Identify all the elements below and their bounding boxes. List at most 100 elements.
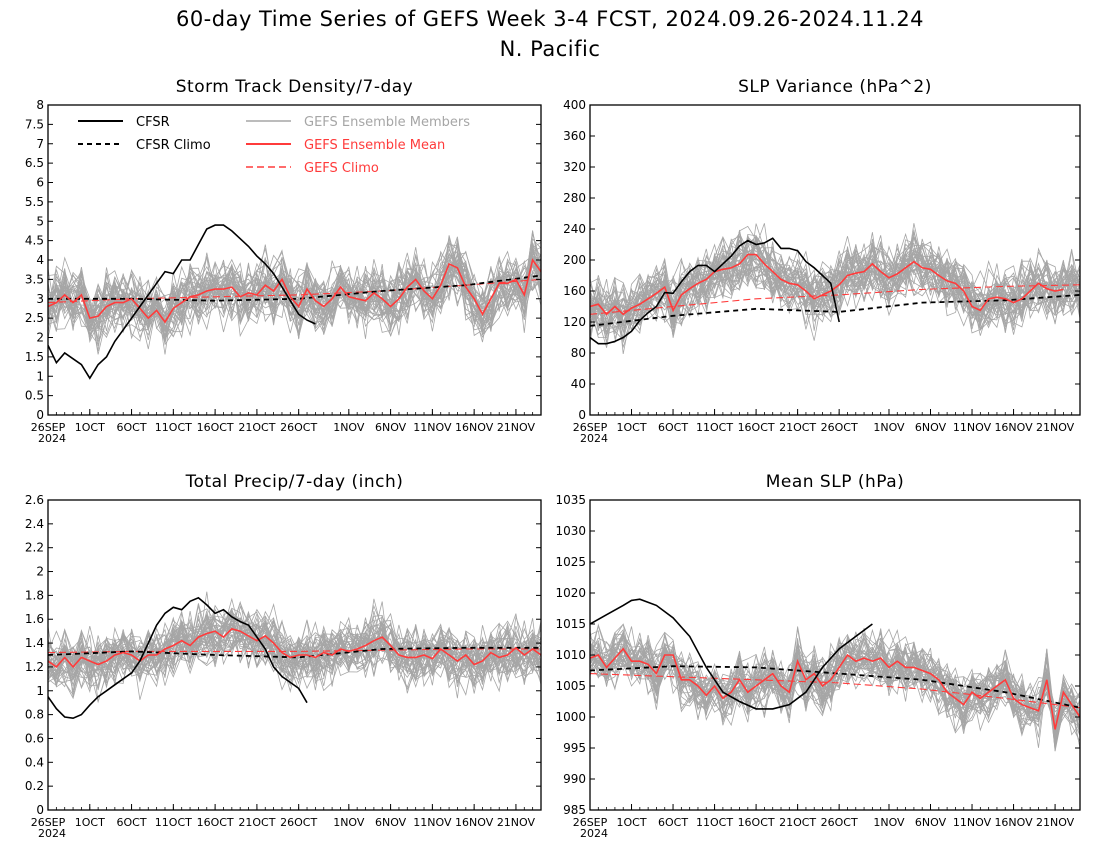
x-tick-label: 16OCT [738, 421, 775, 434]
y-tick-label: 2 [36, 331, 44, 345]
y-tick-label: 1035 [555, 493, 586, 507]
x-tick-label: 11OCT [696, 421, 733, 434]
y-tick-label: 985 [563, 803, 586, 817]
y-tick-label: 4 [36, 253, 44, 267]
panel-title: Mean SLP (hPa) [766, 472, 905, 492]
x-tick-label: 11OCT [696, 816, 733, 829]
x-tick-label: 1NOV [873, 816, 905, 829]
y-tick-label: 1.2 [25, 660, 44, 674]
x-tick-label: 16OCT [197, 816, 234, 829]
y-tick-label: 8 [36, 98, 44, 112]
legend-label-gefs-climo: GEFS Climo [304, 161, 379, 176]
x-tick-label: 11NOV [413, 421, 452, 434]
y-tick-label: 0.2 [25, 779, 44, 793]
x-tick-label: 11NOV [953, 421, 992, 434]
x-tick-label: 6OCT [117, 421, 147, 434]
x-tick-label: 26SEP [573, 421, 608, 434]
y-tick-label: 280 [563, 191, 586, 205]
y-tick-label: 1 [36, 684, 44, 698]
x-tick-label: 21OCT [779, 421, 816, 434]
y-tick-label: 1020 [555, 586, 586, 600]
y-tick-label: 4.5 [25, 234, 44, 248]
ensemble-member-line [590, 635, 1080, 747]
y-tick-label: 1000 [555, 710, 586, 724]
ensemble-member-line [590, 239, 1080, 334]
series-cfsr [48, 596, 308, 720]
x-tick-label: 21OCT [238, 421, 275, 434]
x-tick-label: 6NOV [915, 421, 947, 434]
x-tick-label: 16NOV [455, 421, 494, 434]
y-tick-label: 120 [563, 315, 586, 329]
y-tick-label: 0.5 [25, 389, 44, 403]
x-tick-label: 16NOV [994, 816, 1033, 829]
ensemble-member-line [48, 615, 541, 685]
panel-title: Storm Track Density/7-day [176, 77, 413, 97]
y-tick-label: 40 [571, 377, 586, 391]
series-gefs-climo [590, 673, 1080, 709]
y-tick-label: 6 [36, 176, 44, 190]
y-tick-label: 0 [36, 408, 44, 422]
ensemble-member-line [590, 627, 1080, 746]
plot-area [590, 598, 1080, 752]
y-tick-label: 995 [563, 741, 586, 755]
x-tick-label: 16NOV [455, 816, 494, 829]
panel-1: Storm Track Density/7-day 0 0.5 1 1.5 2 2.5 3 3.… [25, 77, 542, 445]
x-tick-label: 11OCT [155, 421, 192, 434]
x-tick-label: 6NOV [915, 816, 947, 829]
series-gefs-climo [590, 284, 1080, 315]
y-tick-label: 3 [36, 292, 44, 306]
legend-label-ens-mean: GEFS Ensemble Mean [304, 138, 445, 153]
panel-title: SLP Variance (hPa^2) [738, 77, 932, 97]
legend: CFSR CFSR Climo GEFS Ensemble Members GEFS … [78, 115, 470, 176]
legend-label-cfsr: CFSR [136, 115, 170, 130]
series-cfsr [590, 598, 873, 710]
y-tick-label: 1.8 [25, 588, 44, 602]
y-tick-label: 7 [36, 137, 44, 151]
x-tick-label: 16OCT [197, 421, 234, 434]
y-tick-label: 360 [563, 129, 586, 143]
x-tick-label: 11NOV [953, 816, 992, 829]
y-tick-label: 200 [563, 253, 586, 267]
ensemble-member-line [590, 236, 1080, 334]
x-year-label: 2024 [38, 827, 66, 840]
x-tick-label: 16NOV [994, 421, 1033, 434]
legend-label-cfsr-climo: CFSR Climo [136, 138, 211, 153]
y-tick-label: 2.2 [25, 541, 44, 555]
ensemble-member-line [48, 256, 541, 339]
x-tick-label: 1OCT [75, 421, 105, 434]
x-tick-label: 26SEP [31, 816, 66, 829]
ensemble-member-line [48, 247, 541, 326]
y-tick-label: 80 [571, 346, 586, 360]
y-tick-label: 5 [36, 214, 44, 228]
x-tick-label: 1OCT [616, 816, 646, 829]
figure-title: 60-day Time Series of GEFS Week 3-4 FCST… [176, 7, 924, 31]
y-tick-label: 1005 [555, 679, 586, 693]
y-tick-label: 2 [36, 565, 44, 579]
plot-frame [47, 499, 542, 811]
x-tick-label: 6OCT [658, 816, 688, 829]
ensemble-member-line [48, 255, 541, 339]
x-tick-label: 11NOV [413, 816, 452, 829]
y-tick-label: 1.4 [25, 636, 44, 650]
plot-area [48, 224, 541, 380]
x-tick-label: 1OCT [616, 421, 646, 434]
x-year-label: 2024 [580, 432, 608, 445]
y-tick-label: 0 [36, 803, 44, 817]
x-tick-label: 6OCT [658, 421, 688, 434]
x-tick-label: 26SEP [31, 421, 66, 434]
x-year-label: 2024 [38, 432, 66, 445]
series-ens-mean [48, 627, 541, 669]
panel-3: Total Precip/7-day (inch)00.20.40.60.811… [25, 472, 542, 840]
x-tick-label: 21OCT [779, 816, 816, 829]
series-cfsr-climo [590, 294, 1080, 327]
y-tick-label: 320 [563, 160, 586, 174]
y-tick-label: 7.5 [25, 117, 44, 131]
y-tick-label: 0 [578, 408, 586, 422]
y-tick-label: 1015 [555, 617, 586, 631]
x-tick-label: 26OCT [280, 421, 317, 434]
x-year-label: 2024 [580, 827, 608, 840]
x-tick-label: 1OCT [75, 816, 105, 829]
x-tick-label: 1NOV [333, 816, 365, 829]
plot-area [48, 591, 541, 720]
